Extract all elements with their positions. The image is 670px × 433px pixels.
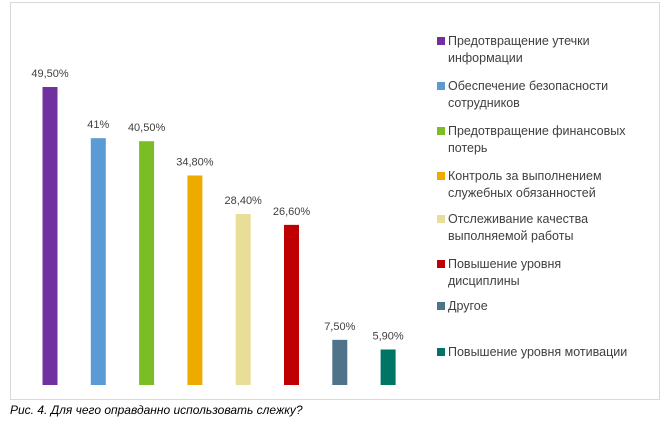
data-label-1: 41% — [87, 119, 109, 131]
legend-swatch — [437, 348, 445, 356]
bar-4 — [235, 214, 251, 385]
bar-0 — [42, 87, 58, 385]
legend-label-line: Повышение уровня — [448, 257, 562, 271]
legend-label-line: служебных обязанностей — [448, 186, 596, 200]
legend-swatch — [437, 302, 445, 310]
legend-swatch — [437, 82, 445, 90]
bar-1 — [90, 138, 106, 385]
data-label-4: 28,40% — [225, 195, 263, 207]
data-label-5: 26,60% — [273, 206, 311, 218]
data-label-2: 40,50% — [128, 122, 166, 134]
legend-label-line: Обеспечение безопасности — [448, 79, 609, 93]
legend-swatch — [437, 37, 445, 45]
legend-swatch — [437, 172, 445, 180]
legend-label-line: Повышение уровня мотивации — [448, 345, 628, 359]
legend-label-line: Другое — [448, 299, 488, 313]
legend-label-line: Предотвращение финансовых — [448, 124, 626, 138]
data-label-7: 5,90% — [372, 330, 403, 342]
legend-swatch — [437, 215, 445, 223]
legend-swatch — [437, 260, 445, 268]
data-label-0: 49,50% — [31, 68, 69, 80]
chart-frame — [10, 2, 660, 400]
bar-6 — [332, 339, 348, 385]
legend-label-line: выполняемой работы — [448, 229, 574, 243]
bar-7 — [380, 349, 396, 385]
legend-label-line: Контроль за выполнением — [448, 169, 602, 183]
figure-caption: Рис. 4. Для чего оправданно использовать… — [10, 403, 303, 417]
data-label-3: 34,80% — [176, 157, 214, 169]
legend-label-line: Предотвращение утечки — [448, 34, 590, 48]
bar-2 — [139, 141, 155, 385]
legend-label-line: Отслеживание качества — [448, 212, 589, 226]
legend-label-line: потерь — [448, 141, 488, 155]
data-label-6: 7,50% — [324, 321, 355, 333]
legend-label-line: сотрудников — [448, 96, 520, 110]
legend-label-line: информации — [448, 51, 523, 65]
legend-swatch — [437, 127, 445, 135]
bar-5 — [284, 224, 299, 385]
bar-chart: 49,50% 41% 40,50% 34,80% 28,40% 26,60% 7,50% 5,… — [31, 68, 404, 385]
legend-label-line: дисциплины — [448, 274, 520, 288]
bar-3 — [187, 175, 203, 385]
